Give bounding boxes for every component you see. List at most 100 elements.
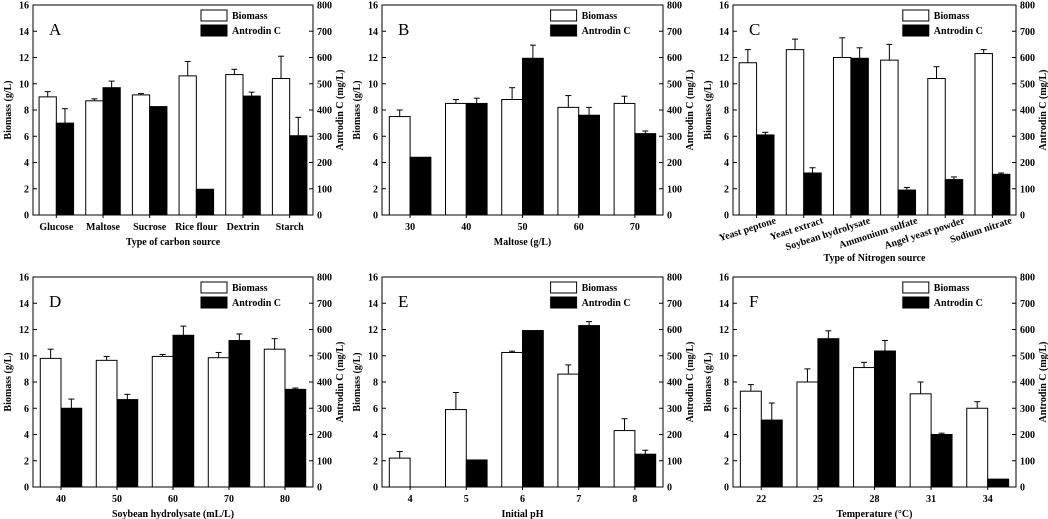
- y2-tick-label: 200: [1020, 430, 1035, 441]
- plot-frame: [732, 276, 1017, 488]
- panel-label: A: [49, 20, 62, 39]
- bar-biomass: [832, 57, 852, 216]
- y-tick-label: 0: [24, 483, 29, 494]
- chart-panel-e: 0 0 2 100 4 200 6 300 8 400 10 500 12 600 14 700 16 800 4 5…: [352, 273, 696, 519]
- bar-biomass: [738, 62, 758, 216]
- legend-swatch-biomass: [200, 9, 228, 22]
- x-tick-label: 5: [464, 494, 469, 505]
- x-tick-label: 30: [405, 222, 415, 233]
- y-tick-label: 10: [19, 351, 29, 362]
- chart-panel-b: 0 0 2 100 4 200 6 300 8 400 10 500 12 600 14 700 16 800 30…: [352, 1, 696, 249]
- y-tick-label: 10: [368, 351, 378, 362]
- bar-biomass: [557, 373, 580, 488]
- y-tick-label: 8: [24, 106, 29, 117]
- y2-axis-title: Antrodin C (mg/L): [335, 70, 346, 151]
- y2-tick-label: 400: [667, 106, 682, 117]
- bar-biomass: [966, 407, 989, 488]
- bar-antrodin-c: [102, 87, 121, 216]
- x-axis-title: Maltose (g/L): [494, 237, 552, 248]
- x-tick-label: Dextrin: [227, 222, 260, 233]
- y2-tick-label: 400: [317, 378, 332, 389]
- x-tick-label: Starch: [276, 222, 305, 233]
- y2-tick-label: 300: [317, 132, 332, 143]
- legend-label-antrodin-c: Antrodin C: [582, 26, 631, 37]
- y2-tick-label: 500: [667, 351, 682, 362]
- bar-biomass: [739, 390, 762, 488]
- y-tick-label: 12: [19, 325, 29, 336]
- y2-tick-label: 100: [667, 456, 682, 467]
- legend-swatch-antrodin-c: [200, 24, 228, 37]
- bar-antrodin-c: [60, 407, 83, 488]
- legend-swatch-antrodin-c: [550, 24, 578, 37]
- legend-label-biomass: Biomass: [582, 11, 618, 22]
- y2-tick-label: 0: [667, 483, 672, 494]
- y2-tick-label: 0: [1020, 483, 1025, 494]
- bar-antrodin-c: [987, 478, 1010, 488]
- y2-tick-label: 0: [317, 211, 322, 222]
- bar-biomass: [225, 74, 244, 216]
- bar-antrodin-c: [55, 122, 75, 216]
- y2-tick-label: 800: [667, 1, 682, 12]
- bar-antrodin-c: [522, 57, 544, 216]
- y-axis-title: Biomass (g/L): [352, 80, 363, 139]
- plot-frame: [32, 4, 314, 216]
- x-tick-label: 80: [280, 494, 290, 505]
- y-tick-label: 10: [719, 79, 729, 90]
- bar-biomass: [388, 457, 411, 488]
- y2-tick-label: 100: [317, 456, 332, 467]
- bar-biomass: [613, 102, 636, 216]
- bar-antrodin-c: [930, 434, 953, 488]
- y2-tick-label: 500: [667, 79, 682, 90]
- y-tick-label: 0: [24, 211, 29, 222]
- bar-antrodin-c: [850, 57, 869, 216]
- y2-tick-label: 0: [317, 483, 322, 494]
- bar-antrodin-c: [991, 173, 1011, 216]
- bar-antrodin-c: [634, 453, 657, 488]
- y2-tick-label: 800: [1020, 273, 1035, 284]
- bar-biomass: [178, 75, 197, 216]
- y2-tick-label: 500: [317, 351, 332, 362]
- y-tick-label: 2: [373, 184, 378, 195]
- y-axis-title: Biomass (g/L): [352, 352, 363, 411]
- bar-biomass: [131, 94, 151, 216]
- x-tick-label: 70: [630, 222, 640, 233]
- y2-axis-title: Antrodin C (mg/L): [1038, 342, 1048, 423]
- y-tick-label: 10: [368, 79, 378, 90]
- bar-biomass: [557, 106, 580, 216]
- y-tick-label: 6: [24, 132, 29, 143]
- y-axis-title: Biomass (g/L): [3, 80, 14, 139]
- legend-swatch-biomass: [902, 9, 930, 22]
- legend-label-biomass: Biomass: [232, 283, 268, 294]
- bar-biomass: [207, 357, 230, 488]
- y-tick-label: 12: [719, 325, 729, 336]
- y2-tick-label: 0: [667, 211, 672, 222]
- legend-swatch-biomass: [902, 281, 930, 294]
- bar-biomass: [38, 96, 57, 216]
- y-tick-label: 8: [24, 378, 29, 389]
- panel-label: C: [749, 20, 760, 39]
- y2-tick-label: 700: [1020, 299, 1035, 310]
- y-tick-label: 4: [724, 430, 729, 441]
- y2-tick-label: 600: [667, 325, 682, 336]
- x-tick-label: 7: [576, 494, 581, 505]
- bar-biomass: [95, 359, 118, 488]
- bar-antrodin-c: [760, 419, 783, 488]
- y-axis-title: Biomass (g/L): [3, 352, 14, 411]
- y-tick-label: 16: [368, 1, 378, 12]
- bar-biomass: [501, 351, 523, 488]
- y2-tick-label: 600: [317, 53, 332, 64]
- y-tick-label: 16: [719, 273, 729, 284]
- bar-antrodin-c: [465, 102, 488, 216]
- y-tick-label: 8: [373, 378, 378, 389]
- bar-antrodin-c: [522, 330, 544, 488]
- legend-label-biomass: Biomass: [934, 283, 970, 294]
- y-axis-title: Biomass (g/L): [703, 352, 714, 411]
- y-tick-label: 10: [719, 351, 729, 362]
- x-tick-label: 6: [520, 494, 525, 505]
- y2-tick-label: 400: [1020, 106, 1035, 117]
- y-tick-label: 14: [719, 299, 729, 310]
- y2-tick-label: 200: [667, 430, 682, 441]
- x-tick-label: Glucose: [39, 222, 73, 233]
- x-tick-label: Rice flour: [175, 222, 218, 233]
- bar-antrodin-c: [409, 156, 432, 216]
